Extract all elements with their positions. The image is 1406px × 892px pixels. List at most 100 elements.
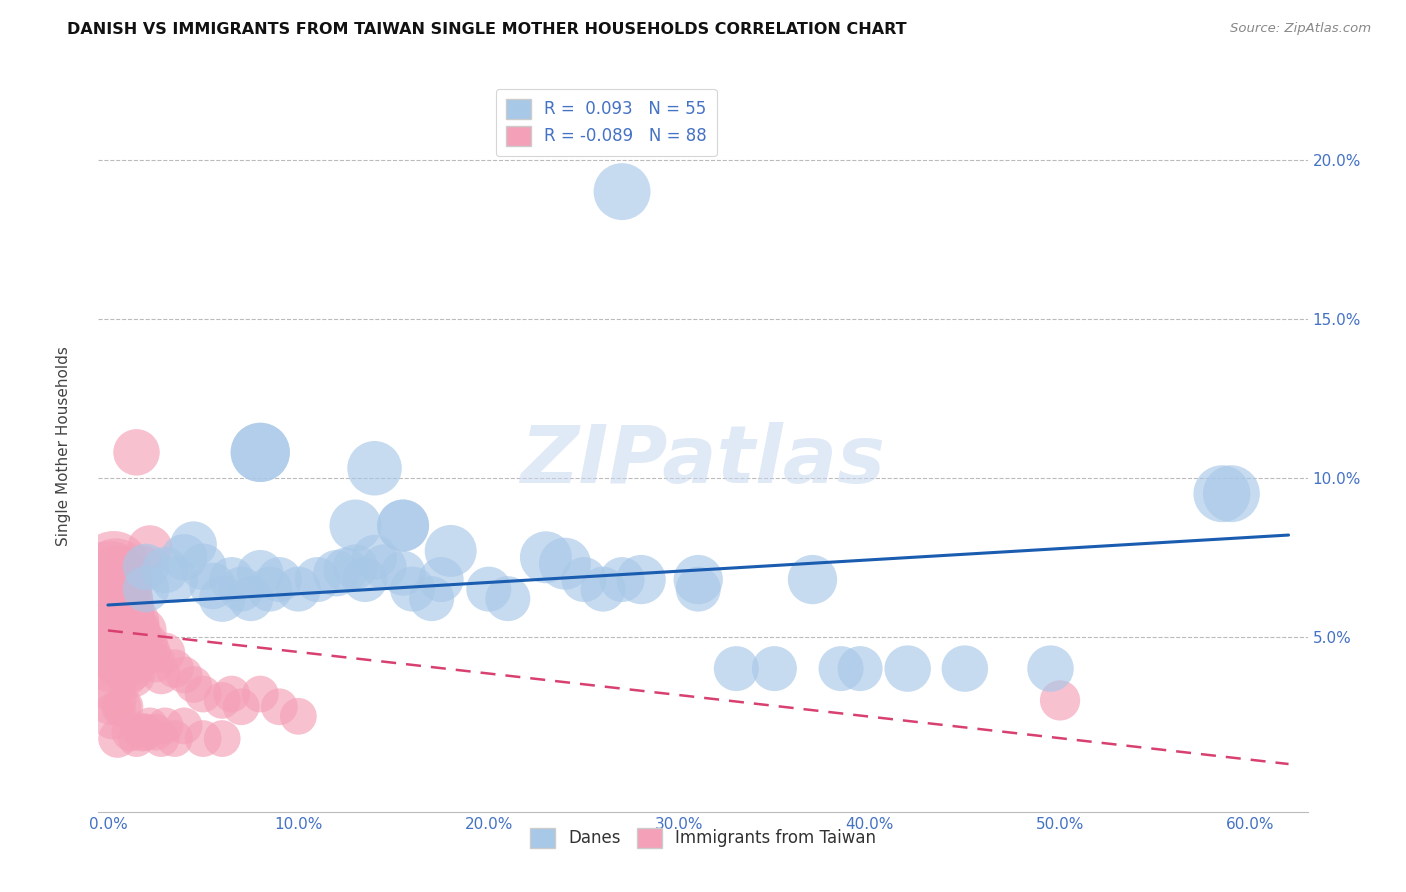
Point xyxy=(153,646,176,660)
Point xyxy=(478,582,501,596)
Point xyxy=(135,582,157,596)
Point xyxy=(249,687,271,701)
Point xyxy=(183,538,205,552)
Point xyxy=(201,579,224,593)
Point xyxy=(269,699,291,714)
Point xyxy=(98,655,121,669)
Point xyxy=(112,630,135,644)
Point xyxy=(249,566,271,581)
Point xyxy=(129,636,152,650)
Point xyxy=(100,604,122,618)
Point xyxy=(150,731,173,746)
Point xyxy=(183,677,205,691)
Point xyxy=(688,582,710,596)
Point xyxy=(287,709,309,723)
Point xyxy=(610,185,633,199)
Point xyxy=(121,636,143,650)
Point xyxy=(135,725,157,739)
Point xyxy=(572,573,595,587)
Point xyxy=(110,624,132,638)
Point xyxy=(125,624,148,638)
Point xyxy=(163,662,186,676)
Point xyxy=(120,725,142,739)
Point xyxy=(124,646,146,660)
Point xyxy=(100,630,122,644)
Point xyxy=(125,445,148,459)
Point xyxy=(107,604,129,618)
Point xyxy=(103,709,125,723)
Point xyxy=(100,582,122,596)
Point xyxy=(98,624,121,638)
Point xyxy=(108,614,131,628)
Point xyxy=(115,646,138,660)
Point xyxy=(100,636,122,650)
Point xyxy=(239,591,262,606)
Point xyxy=(104,566,127,581)
Point xyxy=(231,582,253,596)
Point xyxy=(121,668,143,682)
Point xyxy=(104,598,127,612)
Point xyxy=(688,573,710,587)
Point xyxy=(211,693,233,707)
Point xyxy=(430,573,453,587)
Point xyxy=(1039,662,1062,676)
Point xyxy=(191,731,214,746)
Point xyxy=(139,541,162,555)
Point xyxy=(124,614,146,628)
Point xyxy=(107,655,129,669)
Point xyxy=(231,699,253,714)
Point xyxy=(145,725,167,739)
Point xyxy=(725,662,748,676)
Point xyxy=(98,677,121,691)
Point xyxy=(100,693,122,707)
Point xyxy=(110,591,132,606)
Point xyxy=(163,731,186,746)
Point xyxy=(897,662,920,676)
Point xyxy=(107,630,129,644)
Point xyxy=(325,566,347,581)
Point xyxy=(344,559,367,574)
Point xyxy=(392,518,415,533)
Point xyxy=(103,636,125,650)
Point xyxy=(392,518,415,533)
Point xyxy=(108,636,131,650)
Point xyxy=(534,550,557,565)
Point xyxy=(1049,693,1071,707)
Point xyxy=(191,559,214,574)
Point xyxy=(115,668,138,682)
Point xyxy=(554,557,576,571)
Legend: Danes, Immigrants from Taiwan: Danes, Immigrants from Taiwan xyxy=(523,821,883,855)
Point xyxy=(118,655,141,669)
Point xyxy=(153,563,176,577)
Point xyxy=(173,550,195,565)
Point xyxy=(120,662,142,676)
Point xyxy=(134,624,156,638)
Point xyxy=(112,699,135,714)
Point xyxy=(108,582,131,596)
Point xyxy=(335,563,357,577)
Point xyxy=(221,573,243,587)
Point xyxy=(118,624,141,638)
Point xyxy=(211,731,233,746)
Point xyxy=(496,591,519,606)
Point xyxy=(110,699,132,714)
Point xyxy=(392,566,415,581)
Point xyxy=(153,719,176,733)
Point xyxy=(112,598,135,612)
Point xyxy=(249,445,271,459)
Point xyxy=(191,687,214,701)
Point xyxy=(801,573,824,587)
Point xyxy=(287,582,309,596)
Point xyxy=(100,646,122,660)
Point xyxy=(131,559,153,574)
Point xyxy=(163,573,186,587)
Point xyxy=(592,582,614,596)
Point xyxy=(135,559,157,574)
Point xyxy=(401,582,423,596)
Point xyxy=(1220,486,1243,500)
Point xyxy=(344,518,367,533)
Point xyxy=(953,662,976,676)
Point xyxy=(98,598,121,612)
Point xyxy=(211,591,233,606)
Point xyxy=(630,573,652,587)
